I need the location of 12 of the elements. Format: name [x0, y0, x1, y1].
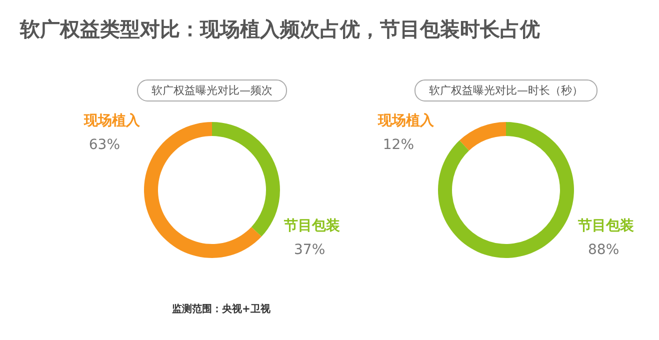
- data-label: 12%: [382, 137, 414, 153]
- text: 监测范围：央视+卫视: [172, 303, 272, 315]
- data-label: 88%: [588, 242, 620, 258]
- chart-title: 软广权益曝光对比—时长（秒）: [429, 84, 583, 97]
- slice-label: 节目包装: [577, 218, 634, 234]
- chart-title: 软广权益曝光对比—频次: [152, 84, 272, 97]
- data-label: 37%: [294, 242, 326, 258]
- slice-label: 现场植入: [377, 113, 435, 129]
- text: 软广权益类型对比：现场植入频次占优，节目包装时长占优: [19, 17, 540, 41]
- slice-label: 现场植入: [83, 113, 141, 129]
- slice-label: 节目包装: [283, 218, 340, 234]
- data-label: 63%: [88, 137, 120, 153]
